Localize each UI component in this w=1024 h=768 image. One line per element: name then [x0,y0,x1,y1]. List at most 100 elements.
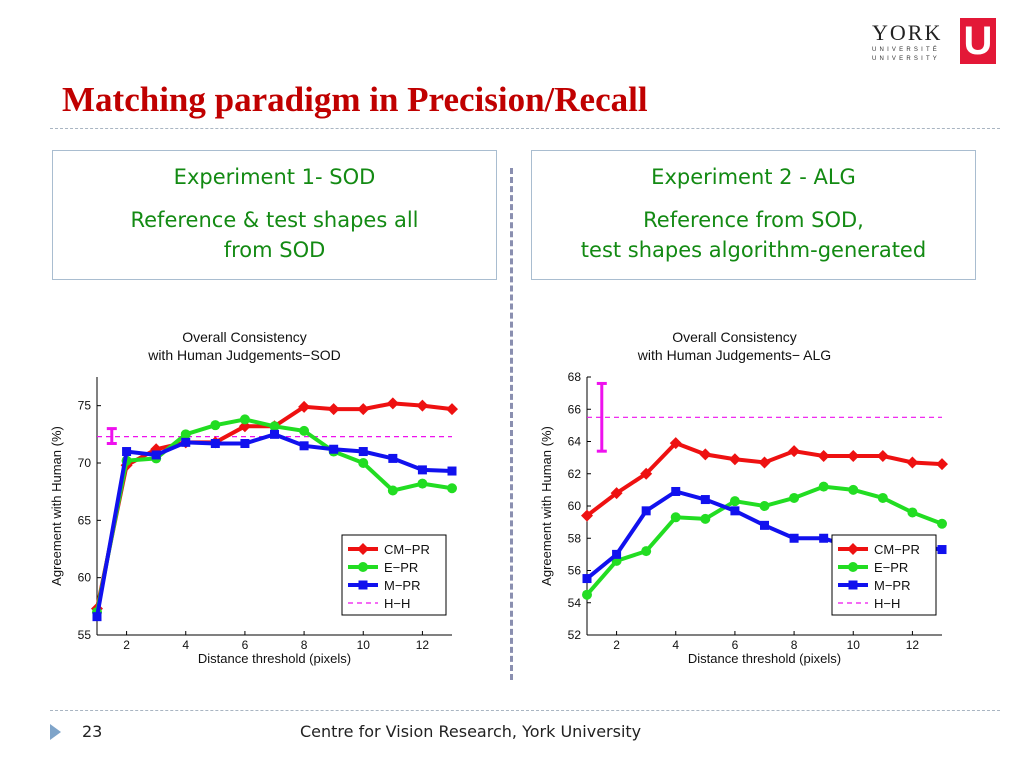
data-point-mpr [447,466,457,476]
logo-wordmark: YORK [872,20,943,45]
data-point-epr [759,501,770,511]
data-point-cmpr [386,397,399,410]
data-point-epr [269,421,280,432]
data-point-epr [239,414,250,425]
data-point-epr [447,483,457,494]
y-axis-label: Agreement with Human (%) [49,426,64,586]
page-number: 23 [82,722,103,741]
experiment-1-line2: from SOD [223,238,326,262]
data-point-mpr [181,437,191,447]
y-axis-label: Agreement with Human (%) [539,426,554,586]
data-point-mpr [612,549,622,559]
data-point-cmpr [416,399,429,412]
legend-label: M−PR [384,578,420,593]
x-tick-label: 2 [613,638,620,652]
y-tick-label: 66 [568,402,582,416]
legend-marker-diamond [357,543,369,555]
experiment-2-box: Experiment 2 - ALG Reference from SOD, t… [531,150,976,280]
data-point-epr [700,513,711,524]
data-point-cmpr [817,450,830,463]
data-point-epr [789,492,800,503]
data-point-mpr [671,486,681,496]
data-point-cmpr [298,400,311,413]
legend-marker-diamond [847,543,859,555]
y-tick-label: 75 [78,399,92,413]
experiment-2-line2: test shapes algorithm-generated [580,238,927,262]
data-point-mpr [240,439,250,449]
legend-label: E−PR [384,560,418,575]
data-point-mpr [789,533,799,543]
legend-marker-circle [848,562,858,572]
logo-sub-english: UNIVERSITY [872,56,941,62]
x-tick-label: 2 [123,638,130,652]
data-point-mpr [388,453,398,463]
legend-label: CM−PR [874,542,920,557]
experiment-2-line1: Reference from SOD, [643,208,864,232]
data-point-mpr [819,533,829,543]
data-point-mpr [210,439,220,449]
data-point-epr [582,589,592,600]
y-tick-label: 64 [568,435,582,449]
y-tick-label: 56 [568,564,582,578]
data-point-mpr [299,441,309,451]
chart-title: Overall Consistency [182,329,307,345]
data-point-mpr [329,444,339,454]
legend-marker-square [848,580,858,590]
data-point-cmpr [357,403,370,416]
data-point-cmpr [728,453,741,466]
y-tick-label: 54 [568,596,582,610]
data-point-cmpr [327,403,340,416]
legend-label: CM−PR [384,542,430,557]
chart-title: Overall Consistency [672,329,797,345]
x-tick-label: 4 [672,638,679,652]
data-point-epr [907,507,918,518]
x-tick-label: 10 [357,638,371,652]
data-point-mpr [92,612,102,622]
experiment-1-line1: Reference & test shapes all [130,208,419,232]
y-tick-label: 62 [568,467,582,481]
x-tick-label: 8 [791,638,798,652]
y-tick-label: 58 [568,531,582,545]
y-tick-label: 55 [78,628,92,642]
footer-divider [50,710,1000,711]
data-point-cmpr [669,437,682,450]
data-point-epr [299,425,310,436]
y-tick-label: 65 [78,513,92,527]
data-point-epr [387,485,398,496]
data-point-cmpr [906,456,919,469]
chart-alg: Overall Consistency with Human Judgements… [539,329,948,666]
data-point-mpr [641,506,651,516]
data-point-epr [417,478,428,489]
data-point-cmpr [936,458,948,471]
data-point-epr [670,512,681,523]
legend-label: H−H [874,596,900,611]
data-point-mpr [270,429,279,439]
title-divider [50,128,1000,129]
x-tick-label: 12 [416,638,430,652]
data-point-epr [210,420,221,431]
data-point-epr [180,429,191,440]
y-tick-label: 60 [568,499,582,513]
legend-label: H−H [384,596,410,611]
chart-subtitle: with Human Judgements−SOD [147,347,341,363]
data-point-cmpr [640,467,653,480]
x-axis-label: Distance threshold (pixels) [198,651,351,666]
data-point-mpr [582,574,592,584]
chart-sod: Overall Consistency with Human Judgements… [49,329,458,666]
data-point-epr [877,492,888,503]
y-tick-label: 52 [568,628,582,642]
legend-box [341,534,447,616]
x-tick-label: 8 [301,638,308,652]
data-point-epr [358,458,369,468]
footer-text: Centre for Vision Research, York Univers… [300,722,642,741]
experiment-1-heading: Experiment 1- SOD [173,165,376,189]
data-point-mpr [417,465,427,475]
legend-marker-circle [358,562,368,572]
x-tick-label: 10 [847,638,861,652]
york-university-logo: YORK UNIVERSITÉ UNIVERSITY U [872,18,1000,68]
data-point-mpr [151,450,161,460]
data-point-epr [818,481,829,492]
y-tick-label: 68 [568,370,582,384]
data-point-epr [641,546,652,557]
x-tick-label: 6 [732,638,739,652]
